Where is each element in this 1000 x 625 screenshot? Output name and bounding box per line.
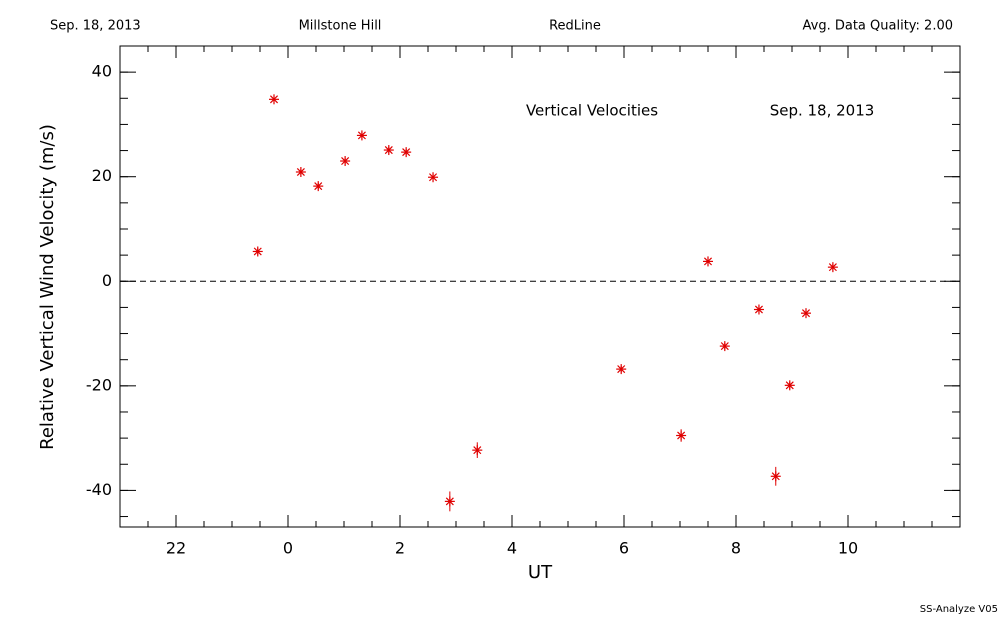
asterisk-stroke bbox=[357, 131, 366, 140]
annotation: Vertical Velocities bbox=[526, 102, 658, 120]
point bbox=[428, 172, 439, 183]
point bbox=[827, 262, 838, 273]
point bbox=[616, 364, 627, 375]
point bbox=[472, 445, 483, 456]
point bbox=[383, 145, 394, 156]
header-date: Sep. 18, 2013 bbox=[50, 19, 141, 34]
asterisk-stroke bbox=[314, 182, 323, 191]
point bbox=[356, 130, 367, 141]
point bbox=[801, 308, 811, 319]
x-axis-label: UT bbox=[528, 562, 553, 583]
header-line: RedLine bbox=[549, 19, 601, 34]
asterisk-stroke bbox=[754, 305, 763, 314]
x-tick-label: 6 bbox=[619, 539, 629, 558]
header-quality: Avg. Data Quality: 2.00 bbox=[803, 19, 953, 34]
x-tick-label: 2 bbox=[395, 539, 405, 558]
x-tick-label: 8 bbox=[731, 539, 741, 558]
x-tick-label: 22 bbox=[166, 539, 186, 558]
asterisk-stroke bbox=[445, 497, 454, 506]
point bbox=[770, 471, 781, 482]
point bbox=[252, 246, 263, 257]
point bbox=[703, 256, 713, 267]
asterisk-stroke bbox=[801, 309, 811, 318]
asterisk-stroke bbox=[785, 381, 794, 390]
annotation: Sep. 18, 2013 bbox=[770, 102, 875, 120]
asterisk-stroke bbox=[771, 472, 780, 481]
y-tick-label: 40 bbox=[92, 62, 112, 81]
y-tick-label: 20 bbox=[92, 166, 112, 185]
point bbox=[784, 380, 795, 391]
x-tick-label: 4 bbox=[507, 539, 517, 558]
point bbox=[313, 181, 324, 192]
asterisk-stroke bbox=[429, 173, 438, 182]
header-site: Millstone Hill bbox=[299, 19, 382, 34]
asterisk-stroke bbox=[703, 257, 713, 266]
y-tick-label: -20 bbox=[86, 375, 112, 394]
point bbox=[401, 147, 412, 158]
y-axis-label: Relative Vertical Wind Velocity (m/s) bbox=[37, 124, 58, 450]
point bbox=[295, 167, 306, 178]
x-tick-label: 10 bbox=[838, 539, 858, 558]
asterisk-stroke bbox=[828, 263, 837, 272]
asterisk-stroke bbox=[269, 95, 279, 104]
asterisk-stroke bbox=[253, 247, 262, 256]
footer: SS-Analyze V05 bbox=[920, 604, 998, 615]
point bbox=[676, 430, 687, 441]
y-tick-label: 0 bbox=[102, 271, 112, 290]
asterisk-stroke bbox=[384, 146, 393, 155]
asterisk-stroke bbox=[296, 167, 305, 177]
point bbox=[340, 156, 351, 167]
point bbox=[753, 304, 764, 315]
asterisk-stroke bbox=[341, 156, 350, 166]
point bbox=[269, 94, 279, 105]
x-tick-label: 0 bbox=[283, 539, 293, 558]
asterisk-stroke bbox=[720, 342, 729, 351]
point bbox=[444, 496, 455, 507]
asterisk-stroke bbox=[473, 446, 482, 455]
y-tick-label: -40 bbox=[86, 480, 112, 499]
asterisk-stroke bbox=[617, 365, 626, 374]
asterisk-stroke bbox=[677, 431, 686, 440]
asterisk-stroke bbox=[402, 148, 411, 157]
point bbox=[719, 341, 730, 352]
